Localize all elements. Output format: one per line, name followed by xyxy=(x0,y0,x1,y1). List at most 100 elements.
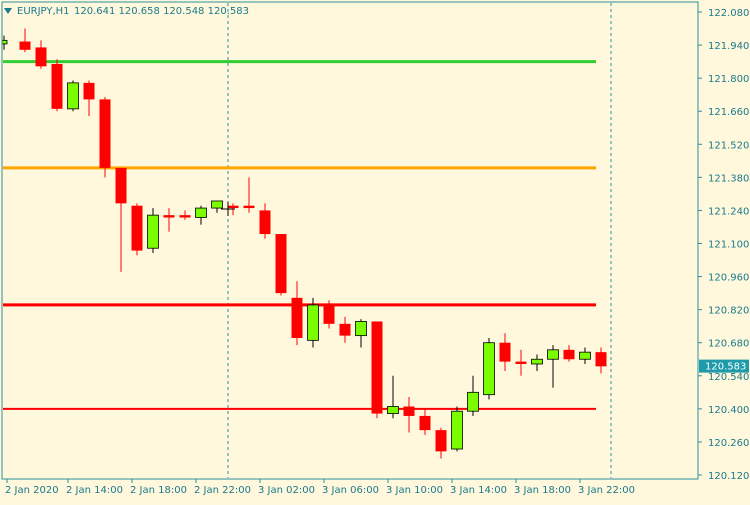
candle-body-bear xyxy=(131,205,143,251)
y-tick-label: 121.520 xyxy=(708,140,749,151)
candle xyxy=(371,321,383,419)
candle-body-bear xyxy=(291,297,303,338)
candle xyxy=(515,349,527,376)
candle-body-bull xyxy=(355,321,367,337)
candle-body-bear xyxy=(515,361,527,364)
candle xyxy=(387,375,399,419)
candle-body-bull xyxy=(147,214,159,249)
y-tick-label: 120.680 xyxy=(708,339,749,350)
candle-body-bull xyxy=(67,82,79,110)
candle-body-bear xyxy=(51,63,63,109)
candle-body-bull xyxy=(579,351,591,360)
candle-body-bear xyxy=(99,99,111,168)
ohlc-values: 120.641 120.658 120.548 120.583 xyxy=(74,6,249,17)
candle xyxy=(147,208,159,253)
candle xyxy=(435,427,447,459)
y-tick-label: 121.660 xyxy=(708,107,749,118)
axes xyxy=(1,1,699,480)
x-tick-label: 3 Jan 06:00 xyxy=(322,485,379,496)
candle xyxy=(67,80,79,112)
candles xyxy=(1,28,607,459)
x-tick-label: 3 Jan 10:00 xyxy=(386,485,443,496)
candle-body-bear xyxy=(83,82,95,100)
candle-body-bull xyxy=(467,391,479,412)
candle-body-bear xyxy=(35,47,47,67)
candle xyxy=(291,281,303,346)
candle-body-bear xyxy=(339,323,351,336)
candle xyxy=(131,203,143,256)
candle-body-bear xyxy=(227,205,239,209)
x-tick-label: 3 Jan 22:00 xyxy=(578,485,635,496)
plot-frame xyxy=(1,1,699,480)
x-tick-label: 2 Jan 2020 xyxy=(5,485,59,496)
candle xyxy=(179,210,191,220)
candle-body-bull xyxy=(547,349,559,360)
y-tick-label: 122.080 xyxy=(708,8,749,19)
dropdown-arrow-icon[interactable] xyxy=(4,8,12,14)
candle xyxy=(259,203,271,239)
candle xyxy=(483,337,495,400)
price-tag: 120.583 xyxy=(699,359,749,373)
x-tick-label: 2 Jan 18:00 xyxy=(130,485,187,496)
candle-body-bear xyxy=(403,406,415,416)
candle-body-bear xyxy=(179,215,191,218)
candle xyxy=(307,297,319,348)
candle xyxy=(419,408,431,435)
x-tick-label: 3 Jan 02:00 xyxy=(258,485,315,496)
candle xyxy=(163,208,175,232)
candle xyxy=(355,319,367,348)
y-tick-label: 121.380 xyxy=(708,173,749,184)
candle xyxy=(323,300,335,329)
candle-body-bull xyxy=(531,358,543,365)
symbol-label: EURJPY,H1 xyxy=(17,6,70,17)
candle xyxy=(99,97,111,178)
candle-body-bear xyxy=(115,167,127,204)
candle-body-bear xyxy=(19,41,31,50)
candle xyxy=(195,205,207,225)
y-tick-label: 120.400 xyxy=(708,405,749,416)
candle xyxy=(403,397,415,433)
candle xyxy=(547,345,559,388)
candle xyxy=(83,80,95,116)
candle-body-bear xyxy=(435,430,447,452)
candle-body-bull xyxy=(195,207,207,218)
candle-body-bear xyxy=(499,342,511,362)
y-tick-label: 120.540 xyxy=(708,372,749,383)
candle-body-bear xyxy=(371,321,383,414)
y-tick-label: 121.940 xyxy=(708,41,749,52)
y-tick-label: 120.960 xyxy=(708,273,749,284)
candle-body-bear xyxy=(243,205,255,209)
candle-body-bear xyxy=(419,415,431,431)
y-tick-label: 120.260 xyxy=(708,438,749,449)
candle xyxy=(275,234,287,296)
candle xyxy=(531,354,543,372)
candle-body-bull xyxy=(483,342,495,396)
candle-body-bull xyxy=(1,39,8,45)
y-tick-label: 121.240 xyxy=(708,206,749,217)
x-tick-label: 2 Jan 22:00 xyxy=(194,485,251,496)
candle-body-bear xyxy=(275,234,287,294)
chart-header: EURJPY,H1 120.641 120.658 120.548 120.58… xyxy=(4,6,249,17)
crosshair-cursor-icon xyxy=(221,202,235,216)
candle-body-bull xyxy=(387,406,399,414)
price-tag-text: 120.583 xyxy=(705,362,746,373)
candle xyxy=(339,316,351,343)
x-tick-label: 2 Jan 14:00 xyxy=(66,485,123,496)
candle xyxy=(467,375,479,416)
candle xyxy=(19,28,31,53)
candle-body-bull xyxy=(451,410,463,450)
time-axis-labels: 2 Jan 2020 2 Jan 14:00 2 Jan 18:00 2 Jan 22… xyxy=(5,479,635,496)
candle-body-bear xyxy=(595,352,607,367)
candle-body-bull xyxy=(307,304,319,341)
candle xyxy=(35,40,47,69)
candle xyxy=(579,347,591,364)
x-tick-label: 3 Jan 14:00 xyxy=(450,485,507,496)
candle xyxy=(51,59,63,112)
x-tick-label: 3 Jan 18:00 xyxy=(514,485,571,496)
price-axis-labels: 122.080 121.940 121.800 121.660 121.520 121.3… xyxy=(698,8,749,482)
candle xyxy=(211,200,223,213)
candle xyxy=(451,406,463,452)
candle-body-bear xyxy=(259,210,271,235)
